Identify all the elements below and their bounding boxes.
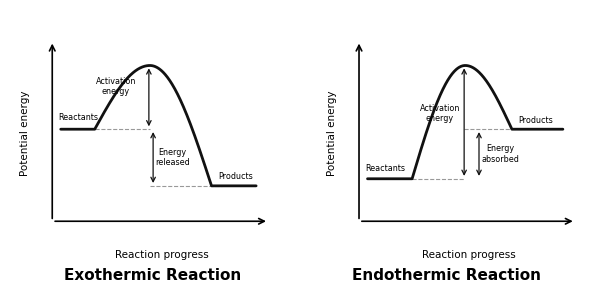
Text: Reaction progress: Reaction progress xyxy=(115,250,208,260)
Text: Endothermic Reaction: Endothermic Reaction xyxy=(353,268,542,283)
Text: Potential energy: Potential energy xyxy=(327,90,337,176)
Text: Reaction progress: Reaction progress xyxy=(422,250,515,260)
Text: Activation
energy: Activation energy xyxy=(419,104,460,123)
Text: Products: Products xyxy=(518,116,553,125)
Text: Potential energy: Potential energy xyxy=(20,90,30,176)
Text: Exothermic Reaction: Exothermic Reaction xyxy=(64,268,242,283)
Text: Energy
released: Energy released xyxy=(155,148,190,167)
Text: Products: Products xyxy=(218,172,253,181)
Text: Activation
energy: Activation energy xyxy=(96,77,136,96)
Text: Energy
absorbed: Energy absorbed xyxy=(481,144,519,164)
Text: Reactants: Reactants xyxy=(365,164,406,173)
Text: Reactants: Reactants xyxy=(59,113,98,122)
